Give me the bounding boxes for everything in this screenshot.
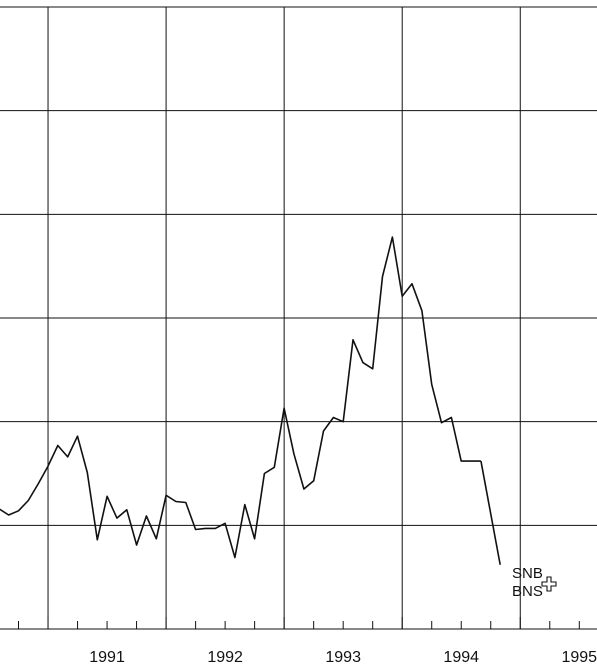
- x-tick-label-1993: 1993: [325, 649, 361, 666]
- logo-line-snb: SNB: [512, 565, 543, 582]
- chart-grid: [0, 6, 597, 630]
- x-tick-label-1995: 1995: [561, 649, 597, 666]
- x-tick-label-1992: 1992: [207, 649, 243, 666]
- snb-bns-logo: SNB BNS: [512, 565, 557, 600]
- series-line-0: [0, 236, 481, 559]
- series-tail-line: [480, 460, 501, 565]
- x-axis-ticks: [18, 617, 580, 629]
- x-tick-label-1991: 1991: [89, 649, 125, 666]
- logo-line-bns: BNS: [512, 583, 543, 600]
- x-axis-tick-labels: 1991 1992 1993 1994 1995: [89, 649, 597, 666]
- chart-series: [0, 236, 501, 565]
- x-tick-label-1994: 1994: [443, 649, 479, 666]
- swiss-cross-icon: [541, 576, 557, 592]
